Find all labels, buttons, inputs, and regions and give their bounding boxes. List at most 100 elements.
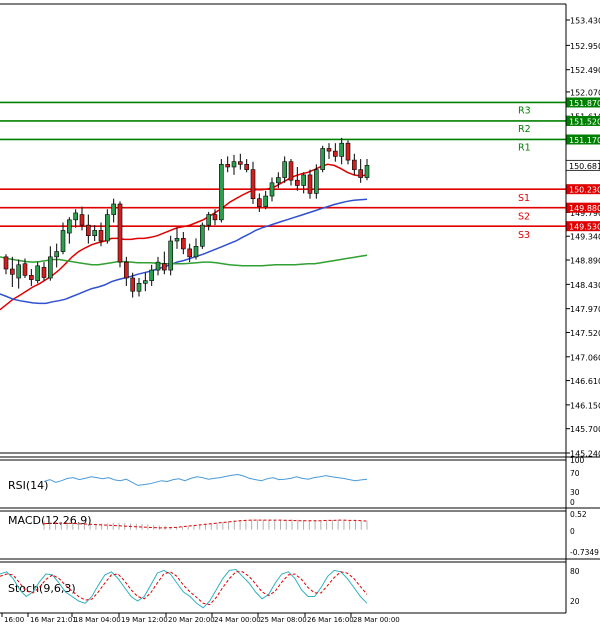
candle-body	[168, 240, 173, 271]
y-tick-label: 152.490	[570, 66, 600, 75]
candle-body	[333, 150, 338, 157]
y-tick-label: 146.610	[570, 377, 600, 386]
y-tick-label: 149.790	[570, 209, 600, 218]
indicator-label: RSI(14)	[8, 479, 48, 492]
rsi-panel: RSI(14) 100 70 300	[8, 456, 585, 507]
stoch-d-line	[0, 571, 368, 606]
candle-body	[124, 261, 129, 279]
level-name-r2: R2	[518, 124, 531, 135]
candle-body	[352, 159, 357, 170]
candle-body	[301, 174, 306, 186]
y-tick-label: 147.520	[570, 329, 600, 338]
candle-body	[54, 251, 59, 258]
macd-signal-line	[43, 519, 368, 529]
candle-body	[257, 198, 262, 207]
level-price-label: 150.230	[569, 186, 600, 195]
stoch-y-label: 20	[570, 597, 580, 606]
candle-body	[320, 148, 325, 170]
current-price-label: 150.681	[569, 162, 600, 171]
stoch-k-line	[0, 568, 368, 609]
candle-body	[16, 264, 21, 279]
candle-body	[193, 245, 199, 258]
candle-body	[155, 261, 161, 271]
level-name-s3: S3	[518, 230, 530, 241]
level-name-r3: R3	[518, 105, 531, 116]
level-price-tag	[566, 184, 600, 195]
y-tick-label: 147.060	[570, 353, 600, 362]
candle-body	[3, 256, 9, 270]
y-tick-label: 148.890	[570, 257, 600, 266]
level-name-s1: S1	[518, 193, 530, 204]
level-price-tag	[566, 115, 600, 126]
candle-body	[105, 214, 110, 242]
candle-body	[187, 248, 192, 258]
level-name-s2: S2	[518, 212, 530, 223]
candle-body	[212, 214, 218, 221]
candle-body	[92, 230, 97, 237]
candle-body	[174, 238, 180, 242]
level-price-tag	[566, 202, 600, 213]
chart-frame	[0, 3, 600, 614]
y-tick-label: 146.150	[570, 401, 600, 410]
x-tick-label: 20 Mar 20:00	[168, 616, 215, 624]
candle-body	[29, 275, 34, 280]
candle-body	[149, 269, 154, 281]
stoch-y-label: 80	[570, 567, 580, 576]
candle-body	[276, 177, 281, 184]
macd-y-label: -0.7349	[570, 548, 599, 557]
level-price-label: 151.520	[569, 117, 600, 126]
candle-body	[22, 263, 28, 276]
candle-body	[143, 280, 148, 284]
stoch-panel: Stoch(9,6,3) 80 20	[0, 567, 580, 609]
x-tick-label: 25 Mar 08:00	[260, 616, 307, 624]
candle-body	[244, 164, 249, 170]
candle-body	[250, 169, 256, 199]
candle-body	[225, 164, 230, 168]
candle-body	[231, 161, 237, 168]
x-tick-label: 16:00	[4, 616, 24, 624]
candle-body	[67, 219, 72, 234]
candle-body	[86, 224, 91, 237]
moving-average-line	[0, 198, 368, 305]
candle-body	[339, 142, 344, 157]
candle-body	[345, 142, 351, 161]
y-tick-label: 149.340	[570, 233, 600, 242]
candle-body	[181, 238, 186, 250]
x-tick-label: 16 Mar 21:01	[30, 616, 77, 624]
candle-body	[206, 214, 211, 226]
x-tick-label: 28 Mar 00:00	[353, 616, 400, 624]
x-tick-label: 18 Mar 04:00	[74, 616, 121, 624]
candle-body	[200, 224, 205, 247]
moving-average-line	[0, 163, 368, 311]
y-tick-label: 152.950	[570, 42, 600, 51]
macd-panel: MACD(12,26,9) 0.520-0.7349	[8, 510, 599, 557]
candle-body	[263, 195, 268, 207]
y-tick-label: 145.240	[570, 450, 600, 459]
candle-body	[269, 182, 275, 197]
candle-body	[111, 203, 116, 215]
indicator-label: Stoch(9,6,3)	[8, 582, 76, 595]
candle-body	[364, 165, 370, 178]
candle-body	[238, 161, 243, 165]
rsi-y-label: 100	[570, 456, 585, 465]
candle-body	[358, 169, 363, 178]
y-tick-label: 148.430	[570, 281, 600, 290]
level-price-label: 151.870	[569, 99, 600, 108]
macd-y-label: 0	[570, 527, 575, 536]
rsi-y-label: 30	[570, 488, 580, 497]
macd-y-label: 0.52	[570, 510, 587, 519]
y-tick-label: 152.070	[570, 88, 600, 97]
candle-body	[130, 277, 135, 292]
rsi-y-label: 70	[570, 469, 580, 478]
candle-body	[295, 179, 300, 186]
level-price-label: 151.170	[569, 136, 600, 145]
level-price-label: 149.880	[569, 204, 600, 213]
candle-body	[288, 161, 294, 181]
candle-body	[73, 212, 78, 221]
candle-body	[48, 256, 53, 279]
price-panel: 153.430152.950152.490152.070151.610151.1…	[0, 17, 600, 459]
candle-body	[117, 203, 123, 263]
level-price-tag	[566, 97, 600, 108]
